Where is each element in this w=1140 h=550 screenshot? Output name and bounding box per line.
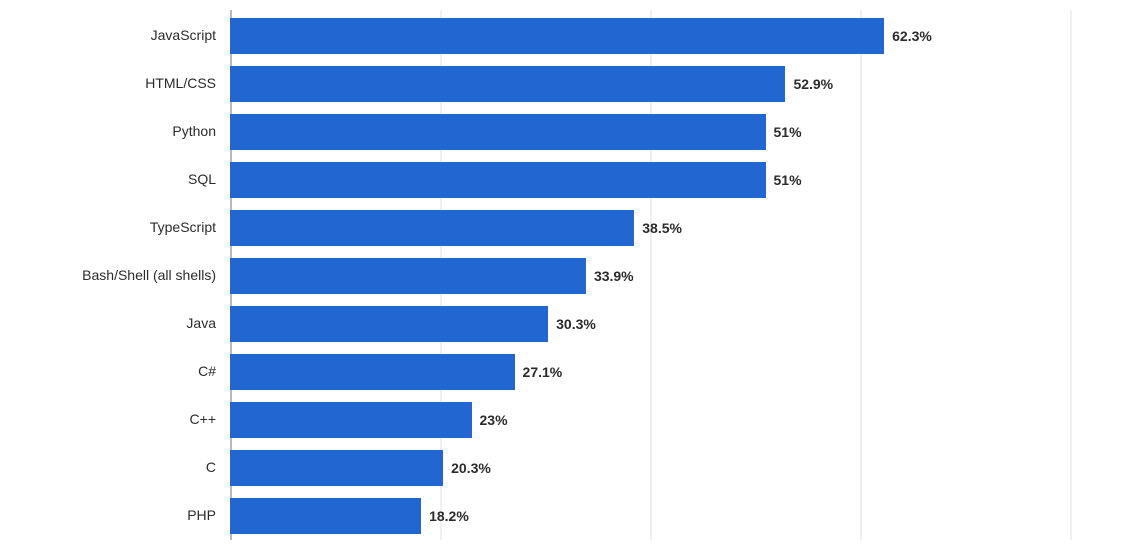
bar <box>230 306 548 342</box>
bar-row: 30.3% <box>230 306 1070 342</box>
bar-row: 62.3% <box>230 18 1070 54</box>
bar-value-label: 30.3% <box>556 316 596 332</box>
bar <box>230 210 634 246</box>
language-popularity-bar-chart: 62.3% 52.9% 51% 51% 38.5% 33.9% 30.3% 27.1% 23% 2… <box>0 0 1140 550</box>
bar <box>230 450 443 486</box>
bar-value-label: 51% <box>774 124 802 140</box>
bar-value-label: 62.3% <box>892 28 932 44</box>
category-label: Bash/Shell (all shells) <box>0 267 216 283</box>
bar <box>230 258 586 294</box>
bar-row: 51% <box>230 162 1070 198</box>
bar-value-label: 51% <box>774 172 802 188</box>
bar-row: 52.9% <box>230 66 1070 102</box>
category-label: PHP <box>0 507 216 523</box>
category-label: C++ <box>0 411 216 427</box>
bar <box>230 66 785 102</box>
category-label: HTML/CSS <box>0 75 216 91</box>
bar-row: 33.9% <box>230 258 1070 294</box>
bar-value-label: 33.9% <box>594 268 634 284</box>
bar-row: 20.3% <box>230 450 1070 486</box>
bar-value-label: 20.3% <box>451 460 491 476</box>
bar-row: 27.1% <box>230 354 1070 390</box>
gridline <box>1070 10 1072 540</box>
bar-row: 18.2% <box>230 498 1070 534</box>
bar <box>230 18 884 54</box>
bar-row: 38.5% <box>230 210 1070 246</box>
plot-area: 62.3% 52.9% 51% 51% 38.5% 33.9% 30.3% 27.1% 23% 2… <box>230 10 1070 540</box>
category-label: TypeScript <box>0 219 216 235</box>
bar <box>230 354 515 390</box>
category-label: C# <box>0 363 216 379</box>
category-label: C <box>0 459 216 475</box>
category-label: SQL <box>0 171 216 187</box>
bar-value-label: 27.1% <box>523 364 563 380</box>
bar-row: 23% <box>230 402 1070 438</box>
bar-value-label: 52.9% <box>793 76 833 92</box>
bar-row: 51% <box>230 114 1070 150</box>
bar <box>230 498 421 534</box>
category-label: Java <box>0 315 216 331</box>
bar-value-label: 18.2% <box>429 508 469 524</box>
category-label: JavaScript <box>0 27 216 43</box>
category-label: Python <box>0 123 216 139</box>
bar-value-label: 23% <box>480 412 508 428</box>
bar <box>230 402 472 438</box>
bar <box>230 162 766 198</box>
bar-value-label: 38.5% <box>642 220 682 236</box>
bar <box>230 114 766 150</box>
